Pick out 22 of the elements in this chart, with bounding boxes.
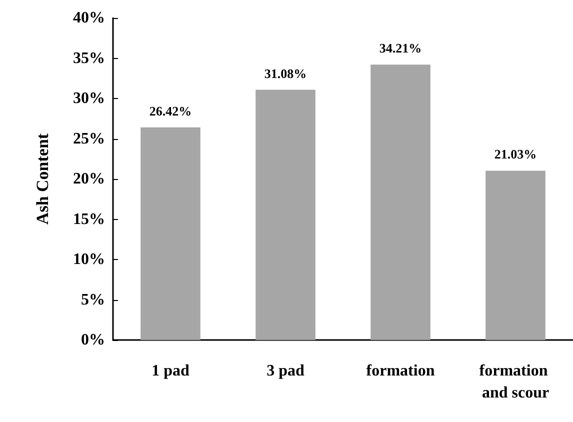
y-tick-label: 40% xyxy=(73,10,105,26)
y-tick-label: 10% xyxy=(73,251,105,268)
x-tick-label: 3 pad xyxy=(266,362,304,380)
y-tick-label: 15% xyxy=(73,210,105,228)
bar xyxy=(140,127,200,340)
y-tick-label: 35% xyxy=(73,50,105,67)
data-label: 34.21% xyxy=(379,40,422,56)
data-label: 26.42% xyxy=(149,103,192,118)
y-tick-label: 30% xyxy=(73,90,105,107)
bar xyxy=(256,90,316,340)
x-tick-label: 1 pad xyxy=(152,362,190,380)
bar xyxy=(486,170,546,340)
y-tick-label: 0% xyxy=(81,332,105,348)
x-tick-label: formation xyxy=(366,362,435,380)
y-axis-title: Ash Content xyxy=(33,133,52,225)
y-tick-label: 25% xyxy=(73,130,105,148)
data-label: 21.03% xyxy=(494,146,537,162)
bar xyxy=(370,64,430,340)
x-tick-label: formation and scour xyxy=(479,362,552,402)
y-tick-label: 5% xyxy=(81,291,105,308)
y-tick-label: 20% xyxy=(73,170,105,188)
data-label: 31.08% xyxy=(264,66,307,81)
